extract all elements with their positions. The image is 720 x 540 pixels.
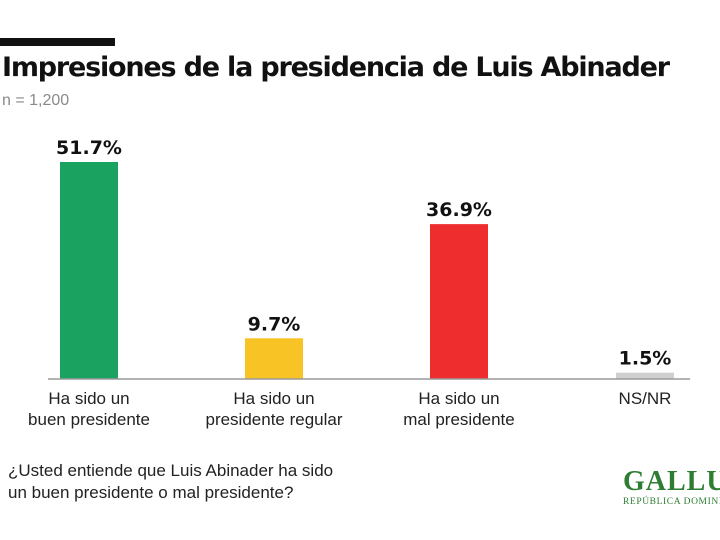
brand-subtitle: REPÚBLICA DOMINICANA xyxy=(623,497,720,507)
bar-1 xyxy=(60,162,118,379)
survey-question: ¿Usted entiende que Luis Abinader ha sid… xyxy=(8,461,334,502)
value-label-3: 36.9% xyxy=(426,199,492,221)
bar-4 xyxy=(616,372,674,379)
category-label-1-line-1: Ha sido un xyxy=(48,389,129,408)
category-label-3-line-2: mal presidente xyxy=(403,410,515,429)
brand-name: GALLUP xyxy=(623,468,720,497)
gallup-logo: GALLUP REPÚBLICA DOMINICANA xyxy=(623,468,720,512)
category-label-4-line-1: NS/NR xyxy=(619,389,672,408)
category-label-1-line-2: buen presidente xyxy=(28,410,150,429)
category-label-3-line-1: Ha sido un xyxy=(418,389,499,408)
category-label-2-line-1: Ha sido un xyxy=(233,389,314,408)
bar-2 xyxy=(245,338,303,379)
bar-chart: 51.7% Ha sido un buen presidente 9.7% Ha sid… xyxy=(28,137,690,429)
sample-size: n = 1,200 xyxy=(2,92,70,109)
chart-title: Impresiones de la presidencia de Luis Ab… xyxy=(2,52,670,83)
title-rule xyxy=(0,38,115,46)
value-label-2: 9.7% xyxy=(248,313,301,335)
value-label-4: 1.5% xyxy=(619,348,672,370)
category-label-2-line-2: presidente regular xyxy=(205,410,342,429)
value-label-1: 51.7% xyxy=(56,137,122,159)
bar-3 xyxy=(430,224,488,379)
